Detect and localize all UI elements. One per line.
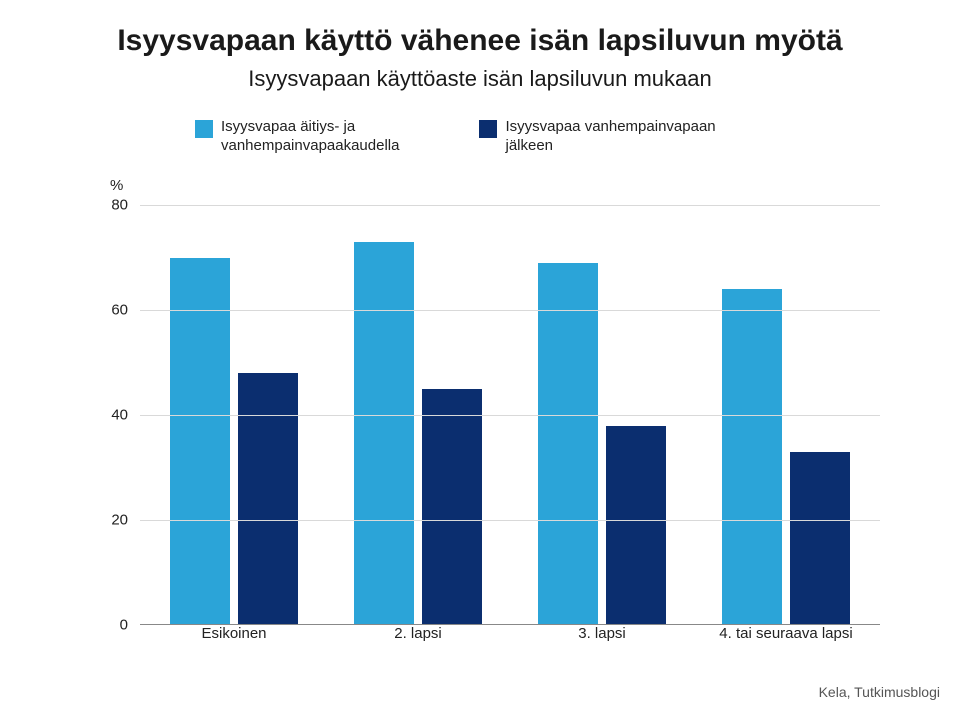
y-tick-label: 0 xyxy=(120,617,140,634)
x-tick-label: Esikoinen xyxy=(201,625,266,642)
plot-area: Esikoinen2. lapsi3. lapsi4. tai seuraava… xyxy=(140,205,880,625)
legend-label: Isyysvapaa vanhempainvapaan jälkeen xyxy=(505,118,715,156)
legend-swatch xyxy=(479,120,497,138)
bar xyxy=(238,373,298,625)
x-tick-label: 2. lapsi xyxy=(394,625,442,642)
legend-item: Isyysvapaa vanhempainvapaan jälkeen xyxy=(479,118,715,156)
gridline xyxy=(140,205,880,206)
bar xyxy=(170,258,230,626)
gridline xyxy=(140,310,880,311)
y-tick-label: 60 xyxy=(111,302,140,319)
gridline xyxy=(140,520,880,521)
legend-swatch xyxy=(195,120,213,138)
legend-item: Isyysvapaa äitiys- ja vanhempainvapaakau… xyxy=(195,118,399,156)
bar xyxy=(422,389,482,625)
bar xyxy=(606,426,666,626)
y-tick-label: 80 xyxy=(111,197,140,214)
x-tick-label: 3. lapsi xyxy=(578,625,626,642)
source-attribution: Kela, Tutkimusblogi xyxy=(819,684,940,700)
y-tick-label: 20 xyxy=(111,512,140,529)
y-axis-unit: % xyxy=(110,177,123,194)
legend-label: Isyysvapaa äitiys- ja vanhempainvapaakau… xyxy=(221,118,399,156)
y-tick-label: 40 xyxy=(111,407,140,424)
chart-title: Isyysvapaan käyttö vähenee isän lapsiluv… xyxy=(0,0,960,58)
x-tick-label: 4. tai seuraava lapsi xyxy=(719,625,852,642)
chart-subtitle: Isyysvapaan käyttöaste isän lapsiluvun m… xyxy=(0,58,960,92)
x-axis-labels: Esikoinen2. lapsi3. lapsi4. tai seuraava… xyxy=(140,625,880,635)
bar xyxy=(538,263,598,625)
bar xyxy=(722,289,782,625)
bar xyxy=(790,452,850,625)
bar xyxy=(354,242,414,625)
gridline xyxy=(140,415,880,416)
legend: Isyysvapaa äitiys- ja vanhempainvapaakau… xyxy=(195,118,716,156)
